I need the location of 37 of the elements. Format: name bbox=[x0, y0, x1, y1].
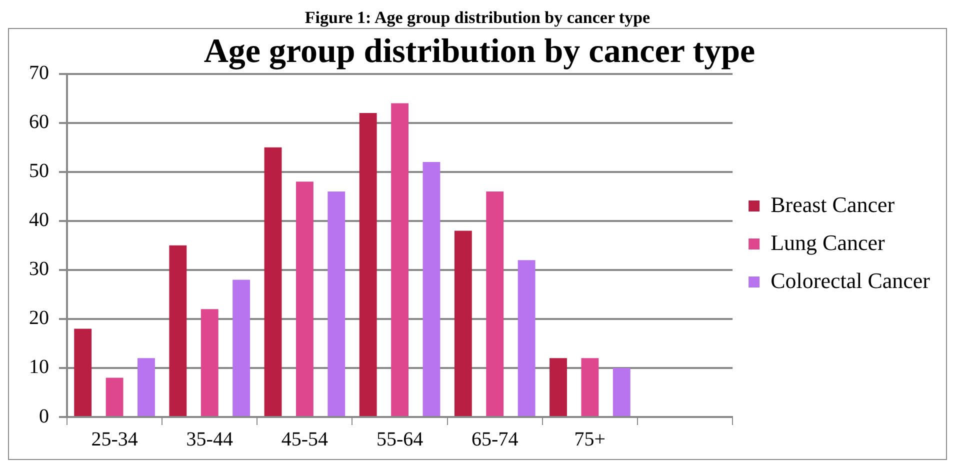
legend-label: Lung Cancer bbox=[770, 230, 886, 255]
x-tick-label: 55-64 bbox=[376, 428, 424, 450]
y-tick-label: 20 bbox=[29, 307, 49, 330]
bar bbox=[74, 328, 92, 416]
legend-label: Breast Cancer bbox=[770, 192, 896, 217]
caption: Figure 1: Age group distribution by cancer type bbox=[304, 8, 652, 28]
y-tick-label: 60 bbox=[29, 111, 49, 134]
bar bbox=[106, 378, 124, 416]
chart-title: Age group distribution by cancer type bbox=[204, 33, 756, 70]
bar bbox=[550, 358, 567, 416]
bar bbox=[454, 230, 472, 416]
bar bbox=[391, 103, 409, 416]
bar bbox=[138, 358, 155, 416]
x-tick-label: 25-34 bbox=[91, 428, 138, 450]
x-tick-label: 45-54 bbox=[281, 428, 328, 450]
y-tick-label: 40 bbox=[29, 209, 49, 232]
bar bbox=[486, 191, 504, 416]
bar bbox=[232, 280, 250, 416]
x-tick-label: 75+ bbox=[574, 428, 606, 450]
y-tick-label: 50 bbox=[29, 160, 49, 182]
bar bbox=[581, 358, 599, 416]
legend-label: Colorectal Cancer bbox=[770, 268, 931, 293]
x-tick-label: 65-74 bbox=[472, 428, 518, 450]
bar bbox=[169, 245, 187, 416]
bar bbox=[359, 113, 377, 416]
bar bbox=[422, 162, 440, 416]
bar bbox=[328, 191, 346, 416]
y-tick-label: 70 bbox=[29, 62, 49, 84]
bar bbox=[518, 260, 536, 416]
bar bbox=[296, 182, 314, 416]
y-tick-label: 30 bbox=[29, 258, 49, 280]
bar bbox=[264, 147, 282, 416]
y-tick-label: 10 bbox=[29, 356, 49, 378]
x-tick-label: 35-44 bbox=[186, 428, 233, 450]
bar bbox=[200, 309, 218, 416]
bar bbox=[612, 368, 630, 416]
y-tick-label: 0 bbox=[39, 405, 49, 428]
